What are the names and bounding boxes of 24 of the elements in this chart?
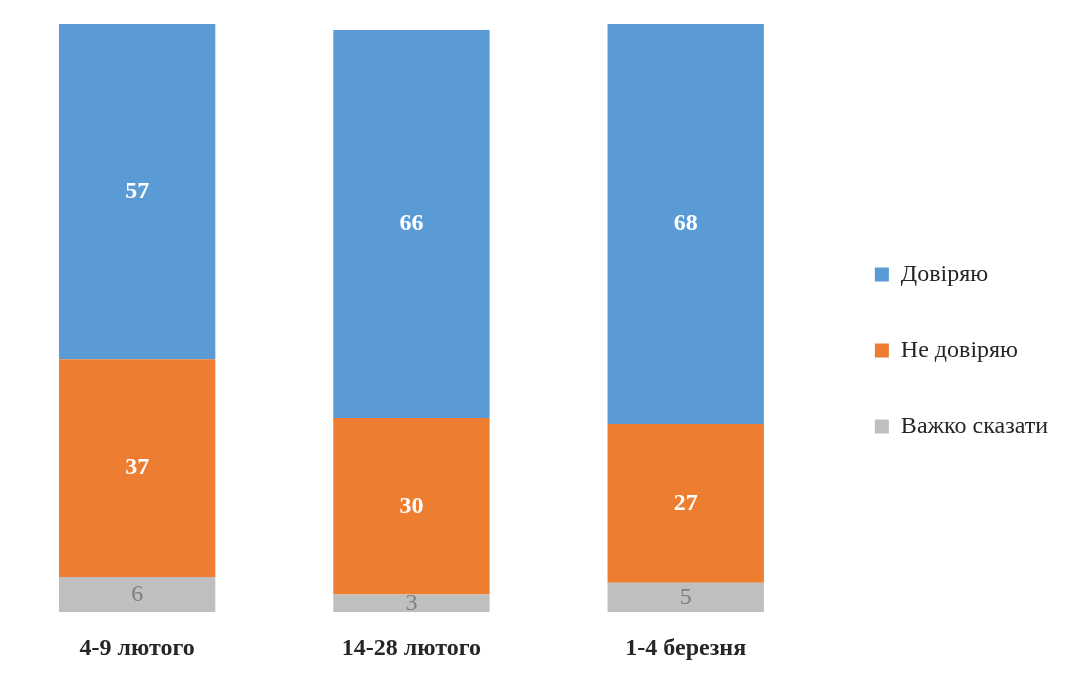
data-label: 5 [679,582,692,609]
legend-label: Не довіряю [900,335,1019,362]
data-label: 57 [125,176,150,203]
bar [607,24,764,424]
legend-label: Важко сказати [900,411,1049,438]
data-label: 66 [399,209,424,236]
bar [58,576,216,613]
bar [333,594,490,613]
x-tick-label: 14-28 лютого [341,633,482,660]
x-tick-label: 1-4 березня [625,633,747,660]
bar [607,582,764,613]
bar [333,418,490,595]
data-label: 6 [131,579,144,606]
legend-label: Довіряю [900,259,989,286]
data-label: 27 [673,488,698,515]
x-tick-label: 4-9 лютого [79,633,195,660]
data-label: 3 [405,588,418,615]
data-label: 68 [673,209,698,236]
bar [58,24,216,360]
data-label: 37 [125,453,150,480]
bar [333,29,490,419]
bar [58,359,216,577]
data-label: 30 [399,491,424,518]
bar [607,423,764,583]
